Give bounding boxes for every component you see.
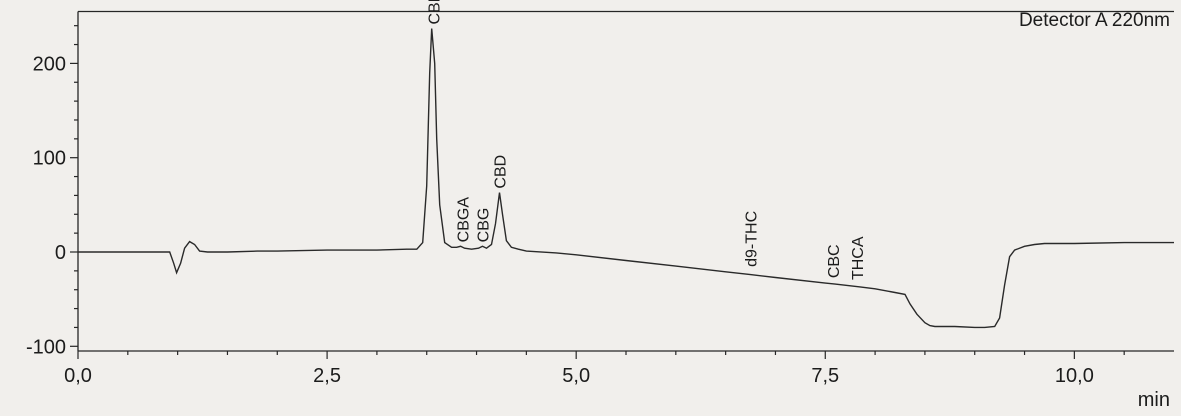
x-axis-unit-label: min bbox=[1138, 389, 1170, 411]
detector-label: Detector A 220nm bbox=[1019, 10, 1170, 31]
peak-label: d9-THC bbox=[744, 211, 761, 267]
x-tick-label: 10,0 bbox=[1055, 365, 1094, 387]
axes bbox=[77, 10, 1174, 352]
peak-label: CBD bbox=[492, 155, 509, 189]
chromatogram-trace bbox=[78, 28, 1174, 329]
x-tick-label: 0,0 bbox=[64, 365, 92, 387]
x-tick-label: 5,0 bbox=[562, 365, 590, 387]
peak-label: CBDA bbox=[427, 0, 444, 25]
x-tick-label: 7,5 bbox=[811, 365, 839, 387]
peak-label: CBGA bbox=[456, 197, 473, 243]
y-tick-label: 0 bbox=[55, 242, 66, 264]
y-tick-label: 200 bbox=[33, 53, 66, 75]
peak-labels: CBDA CBGA CBG CBD d9-THC CBC THCA bbox=[427, 0, 867, 280]
peak-label: CBG bbox=[476, 208, 493, 243]
y-tick-label: 100 bbox=[33, 148, 66, 170]
x-tick-label: 2,5 bbox=[313, 365, 341, 387]
peak-label: CBC bbox=[826, 244, 843, 278]
ticks: -100 0 100 200 0,0 2,5 5,0 7,5 10,0 bbox=[26, 25, 1125, 387]
peak-label: THCA bbox=[850, 236, 867, 280]
y-tick-label: -100 bbox=[26, 336, 66, 358]
trace bbox=[78, 28, 1174, 329]
